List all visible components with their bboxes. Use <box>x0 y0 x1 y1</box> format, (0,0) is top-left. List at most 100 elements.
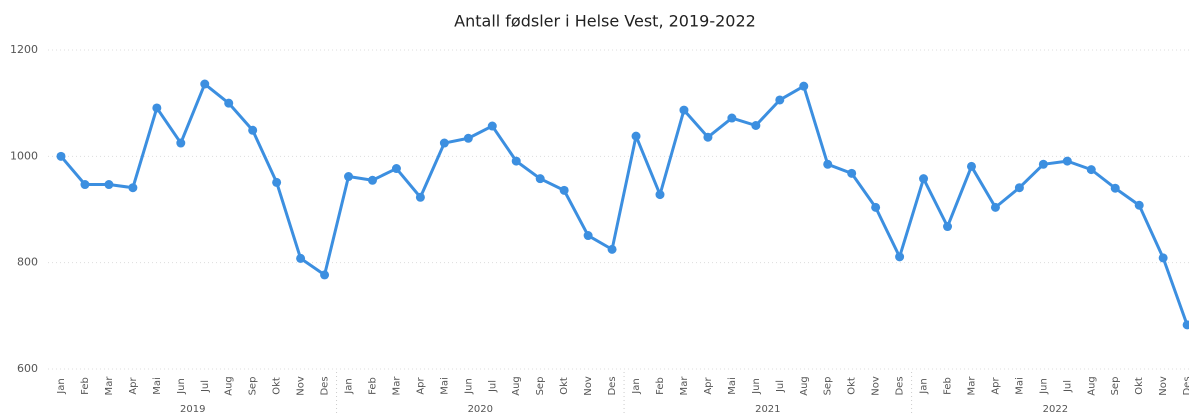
x-tick-label: Jul <box>200 380 211 393</box>
x-tick-label: Aug <box>224 376 235 396</box>
x-tick-label: Aug <box>511 376 522 396</box>
point <box>943 222 953 232</box>
point <box>104 180 114 190</box>
point <box>391 164 401 174</box>
point <box>224 98 234 108</box>
x-tick-label: Des <box>607 376 618 395</box>
point <box>655 190 665 200</box>
point <box>200 79 210 89</box>
x-group-label: 2021 <box>755 404 780 415</box>
point <box>990 202 1000 212</box>
line <box>59 82 1189 326</box>
x-tick-label: Aug <box>1086 376 1097 396</box>
point <box>128 183 138 193</box>
point <box>1110 183 1120 193</box>
point <box>727 113 737 123</box>
x-tick-label: Jan <box>631 378 642 394</box>
x-tick-label: Nov <box>583 376 594 396</box>
x-tick-label: Des <box>895 376 906 395</box>
point <box>1038 159 1048 169</box>
point <box>799 81 809 91</box>
point <box>56 151 66 161</box>
x-tick-label: Des <box>320 376 331 395</box>
point <box>272 177 282 187</box>
y-tick-label: 1000 <box>10 149 38 162</box>
chart-title: Antall fødsler i Helse Vest, 2019-2022 <box>454 12 756 31</box>
point <box>1158 253 1168 263</box>
point <box>703 132 713 142</box>
point <box>415 192 425 202</box>
x-tick-label: Sep <box>248 377 259 396</box>
x-tick-label: Okt <box>1134 377 1145 395</box>
x-tick-label: Jun <box>751 378 762 395</box>
point <box>1062 156 1072 166</box>
x-tick-label: Mai <box>1014 377 1025 395</box>
x-tick-label: Sep <box>535 377 546 396</box>
y-tick-label: 800 <box>17 256 38 269</box>
point <box>1086 165 1096 175</box>
x-tick-label: Sep <box>823 377 834 396</box>
x-tick-label: Feb <box>655 377 666 395</box>
x-tick-label: Okt <box>559 377 570 395</box>
x-tick-label: Jul <box>775 380 786 393</box>
x-tick-label: Okt <box>272 377 283 395</box>
x-tick-label: Mar <box>391 376 402 396</box>
point <box>1014 183 1024 193</box>
x-group-label: 2022 <box>1043 404 1068 415</box>
x-tick-label: Apr <box>128 376 139 394</box>
x-tick-label: Jan <box>344 378 355 394</box>
x-tick-label: Apr <box>703 376 714 394</box>
point <box>296 253 306 263</box>
x-tick-label: Jul <box>487 380 498 393</box>
point <box>511 156 521 166</box>
point <box>919 174 929 184</box>
x-tick-label: Jan <box>919 378 930 394</box>
point <box>80 180 90 190</box>
point <box>1182 320 1189 330</box>
x-tick-label: Mar <box>966 376 977 396</box>
y-tick-label: 600 <box>17 362 38 375</box>
point <box>367 175 377 185</box>
point <box>176 138 186 148</box>
x-tick-label: Feb <box>80 377 91 395</box>
point <box>607 244 617 254</box>
x-group-label: 2019 <box>180 404 205 415</box>
point <box>895 252 905 262</box>
point <box>966 161 976 171</box>
point <box>152 103 162 113</box>
point <box>439 138 449 148</box>
y-tick-label: 1200 <box>10 43 38 56</box>
x-tick-label: Jan <box>56 378 67 394</box>
x-tick-label: Jun <box>1038 378 1049 395</box>
point <box>487 121 497 131</box>
x-tick-label: Mai <box>152 377 163 395</box>
x-tick-label: Nov <box>1158 376 1169 396</box>
point <box>463 133 473 143</box>
point <box>751 120 761 130</box>
point <box>823 159 833 169</box>
point <box>871 202 881 212</box>
x-tick-label: Mai <box>727 377 738 395</box>
point <box>775 95 785 105</box>
point <box>847 168 857 178</box>
x-tick-label: Jun <box>463 378 474 395</box>
point <box>631 131 641 141</box>
x-tick-label: Jul <box>1062 380 1073 393</box>
point <box>344 172 354 182</box>
point <box>248 125 258 135</box>
point <box>559 185 569 195</box>
x-tick-label: Sep <box>1110 377 1121 396</box>
point <box>583 231 593 241</box>
x-tick-label: Aug <box>799 376 810 396</box>
x-tick-label: Mar <box>679 376 690 396</box>
x-tick-label: Okt <box>847 377 858 395</box>
point <box>320 270 330 280</box>
x-tick-label: Des <box>1182 376 1189 395</box>
point <box>535 174 545 184</box>
x-tick-label: Feb <box>943 377 954 395</box>
point <box>1134 200 1144 210</box>
x-tick-label: Apr <box>415 376 426 394</box>
x-tick-label: Mai <box>439 377 450 395</box>
x-group-label: 2020 <box>468 404 493 415</box>
